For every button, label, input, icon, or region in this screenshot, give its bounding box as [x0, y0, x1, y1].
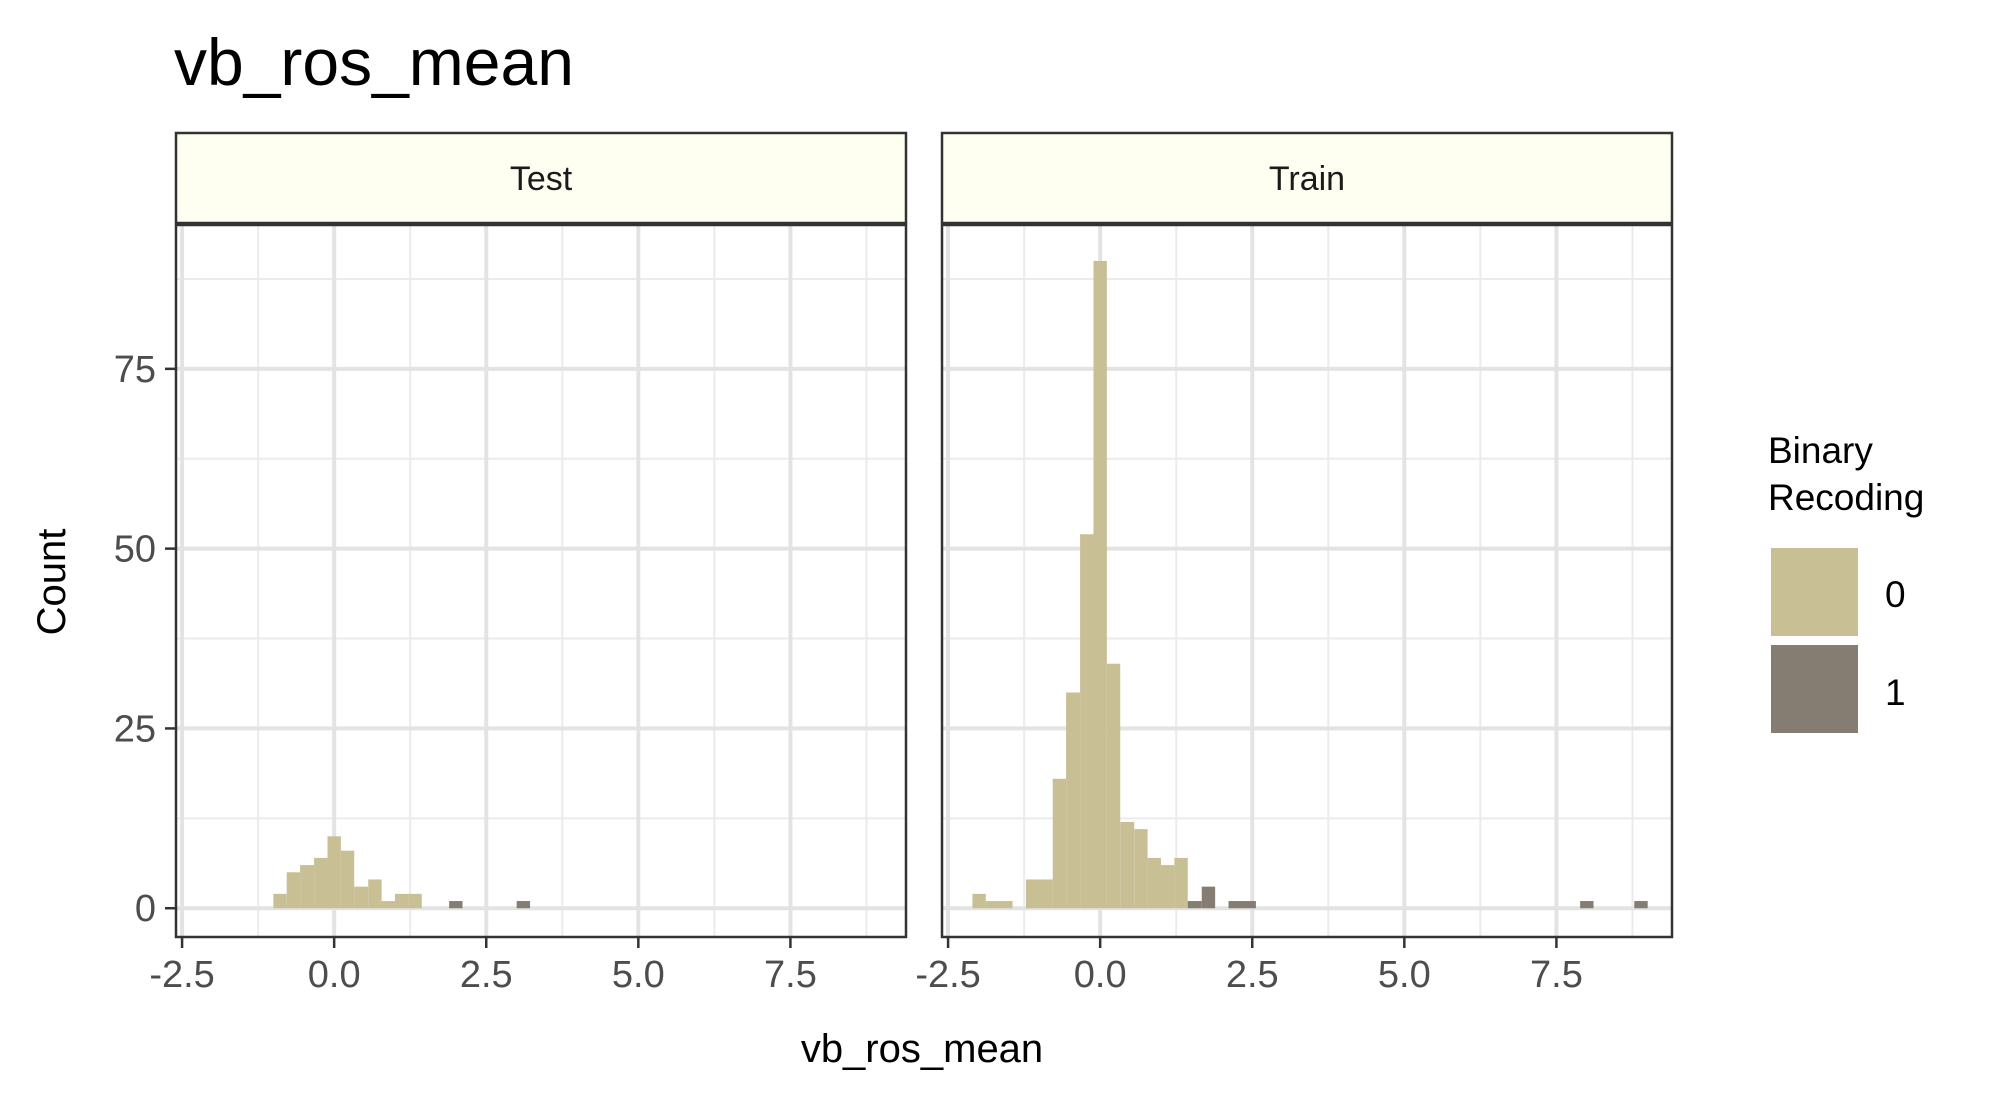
- y-axis-label: Count: [30, 529, 74, 636]
- x-tick-label: 2.5: [1226, 954, 1279, 996]
- histogram-bar-series-0: [1106, 663, 1121, 909]
- histogram-bar-series-0: [1066, 692, 1081, 909]
- x-tick-label: 0.0: [1074, 954, 1127, 996]
- histogram-bar-series-0: [972, 893, 986, 909]
- x-tick-label: 0.0: [308, 954, 361, 996]
- histogram-bar-series-0: [1093, 260, 1107, 909]
- histogram-bar-series-0: [327, 836, 341, 909]
- histogram-bar-series-0: [368, 879, 382, 909]
- facet-strip-label: Train: [1269, 160, 1345, 198]
- panel-train: Train -2.5 0.0 2.5 5.0 7.5: [915, 131, 1674, 996]
- panel-test: Test -2.5 0.0 2.5 5.0 7.5: [149, 131, 908, 996]
- legend: Binary Recoding 0 1: [1768, 430, 1924, 733]
- panel-border: [174, 223, 908, 939]
- histogram-bar-series-0: [381, 901, 395, 909]
- x-axis-label: vb_ros_mean: [801, 1027, 1043, 1071]
- panel-background: [942, 225, 1672, 937]
- histogram-bar-series-1: [1201, 886, 1216, 909]
- histogram-bar-series-1: [449, 901, 463, 909]
- legend-title-line-2: Recoding: [1768, 477, 1924, 518]
- x-tick-label: 5.0: [1378, 954, 1431, 996]
- histogram-bar-series-0: [300, 865, 315, 909]
- y-tick-label: 75: [114, 349, 156, 391]
- legend-key-0: [1771, 548, 1858, 636]
- histogram-bar-series-0: [1161, 865, 1175, 909]
- histogram-bar-series-0: [340, 850, 355, 909]
- histogram-bar-series-1: [1228, 901, 1256, 909]
- legend-label-0: 0: [1885, 574, 1906, 615]
- histogram-bar-series-0: [273, 893, 287, 909]
- histogram-bar-series-0: [1120, 821, 1135, 909]
- histogram-bar-series-1: [516, 901, 531, 909]
- histogram-bar-series-0: [1134, 829, 1148, 909]
- histogram-bar-series-0: [1080, 534, 1094, 909]
- y-tick-label: 25: [114, 708, 156, 750]
- panel-background: [176, 225, 906, 937]
- histogram-bar-series-0: [1147, 857, 1161, 909]
- histogram-bar-series-1: [1634, 901, 1648, 909]
- x-tick-label: -2.5: [149, 954, 214, 996]
- panel-border: [940, 223, 1674, 939]
- histogram-bar-series-0: [286, 872, 301, 909]
- histogram-bar-series-0: [314, 857, 328, 909]
- facet-strip-label: Test: [510, 160, 573, 198]
- y-tick-label: 0: [135, 888, 156, 930]
- y-tick-label: 50: [114, 529, 156, 571]
- histogram-bar-series-1: [1187, 901, 1202, 909]
- histogram-bar-series-0: [1174, 857, 1188, 909]
- histogram-bar-series-0: [985, 901, 1013, 909]
- histogram-bar-series-0: [1052, 778, 1067, 909]
- legend-title-line-1: Binary: [1768, 430, 1873, 471]
- x-tick-label: 7.5: [1530, 954, 1583, 996]
- histogram-bar-series-0: [354, 886, 369, 909]
- legend-label-1: 1: [1885, 672, 1906, 713]
- histogram-bar-series-0: [1025, 879, 1053, 909]
- facet-strip: [174, 131, 908, 225]
- x-tick-label: 2.5: [460, 954, 513, 996]
- x-tick-label: 5.0: [612, 954, 665, 996]
- facet-panels: Test -2.5 0.0 2.5 5.0 7.5 Train -2.5 0.0 2.5 5.0 7.…: [149, 131, 1674, 996]
- x-tick-label: -2.5: [915, 954, 980, 996]
- chart-title: vb_ros_mean: [174, 25, 574, 99]
- x-tick-label: 7.5: [764, 954, 817, 996]
- histogram-bar-series-0: [408, 893, 422, 909]
- legend-key-1: [1771, 645, 1858, 733]
- histogram-bar-series-0: [395, 893, 409, 909]
- histogram-bar-series-1: [1580, 901, 1594, 909]
- y-axis: 0 25 50 75: [114, 349, 176, 930]
- facet-strip: [940, 131, 1674, 225]
